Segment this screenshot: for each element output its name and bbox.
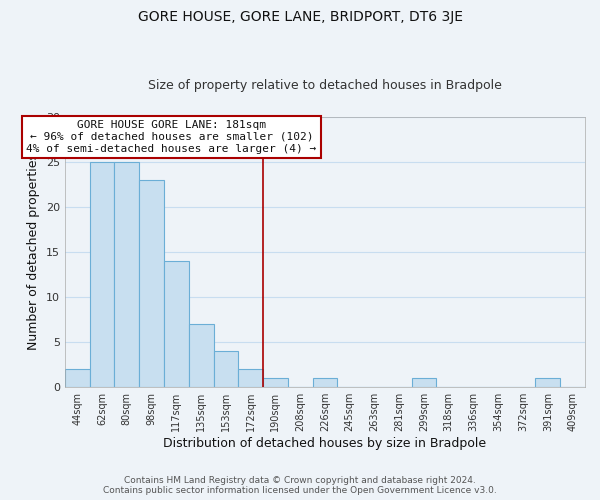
Bar <box>535 378 560 387</box>
Bar <box>189 324 214 387</box>
Text: GORE HOUSE, GORE LANE, BRIDPORT, DT6 3JE: GORE HOUSE, GORE LANE, BRIDPORT, DT6 3JE <box>137 10 463 24</box>
Text: GORE HOUSE GORE LANE: 181sqm
← 96% of detached houses are smaller (102)
4% of se: GORE HOUSE GORE LANE: 181sqm ← 96% of de… <box>26 120 317 154</box>
Bar <box>115 162 139 387</box>
Bar <box>313 378 337 387</box>
Bar <box>89 162 115 387</box>
Bar <box>263 378 288 387</box>
Bar <box>214 351 238 387</box>
Bar <box>139 180 164 387</box>
Bar <box>238 369 263 387</box>
Bar <box>164 261 189 387</box>
Title: Size of property relative to detached houses in Bradpole: Size of property relative to detached ho… <box>148 79 502 92</box>
Bar <box>412 378 436 387</box>
Y-axis label: Number of detached properties: Number of detached properties <box>28 154 40 350</box>
Text: Contains HM Land Registry data © Crown copyright and database right 2024.
Contai: Contains HM Land Registry data © Crown c… <box>103 476 497 495</box>
X-axis label: Distribution of detached houses by size in Bradpole: Distribution of detached houses by size … <box>163 437 487 450</box>
Bar <box>65 369 89 387</box>
